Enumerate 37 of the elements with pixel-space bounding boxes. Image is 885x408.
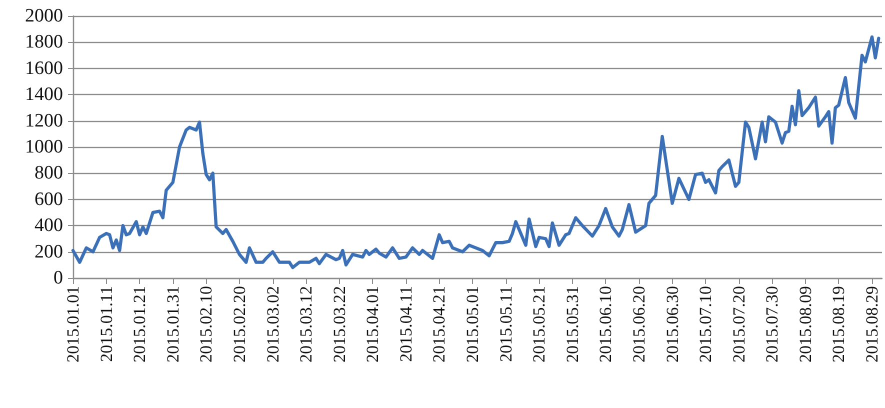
x-tick-label: 2015.07.30 bbox=[762, 286, 782, 362]
y-tick-label: 200 bbox=[34, 241, 63, 262]
x-tick-label: 2015.07.20 bbox=[729, 286, 748, 362]
x-tick-label: 2015.03.02 bbox=[263, 286, 282, 362]
line-series bbox=[71, 35, 880, 270]
y-tick-label: 0 bbox=[54, 268, 63, 288]
y-tick-label: 1200 bbox=[25, 110, 63, 132]
x-tick-label: 2015.01.21 bbox=[130, 286, 150, 362]
x-tick-label: 2015.01.01 bbox=[64, 286, 82, 362]
x-tick-label: 2015.08.29 bbox=[862, 286, 882, 362]
x-tick-label: 2015.05.11 bbox=[496, 286, 516, 362]
x-tick-label: 2015.05.01 bbox=[463, 286, 482, 362]
x-tick-label: 2015.04.21 bbox=[430, 286, 449, 362]
y-tick-label: 400 bbox=[34, 215, 63, 236]
x-tick-label: 2015.04.01 bbox=[363, 286, 382, 362]
y-tick-label: 1000 bbox=[25, 136, 63, 158]
x-tick-label: 2015.06.30 bbox=[662, 286, 682, 362]
x-tick-label: 2015.01.11 bbox=[96, 286, 116, 362]
x-tick-label: 2015.06.20 bbox=[629, 286, 648, 362]
x-tick-label: 2015.02.10 bbox=[196, 286, 216, 362]
x-tick-label: 2015.06.10 bbox=[596, 286, 616, 362]
x-tick-label: 2015.05.21 bbox=[530, 286, 549, 362]
x-tick-label: 2015.05.31 bbox=[562, 286, 582, 362]
x-tick-label: 2015.07.10 bbox=[696, 286, 716, 362]
x-tick-label: 2015.03.12 bbox=[296, 286, 316, 362]
y-tick-label: 1400 bbox=[25, 84, 63, 106]
y-tick-label: 2000 bbox=[25, 6, 63, 26]
x-tick-label: 2015.02.20 bbox=[230, 286, 249, 362]
x-tick-label: 2015.01.31 bbox=[163, 286, 182, 362]
x-tick-label: 2015.03.22 bbox=[330, 286, 349, 362]
x-tick-label: 2015.04.11 bbox=[396, 286, 416, 362]
y-tick-label: 1800 bbox=[25, 32, 63, 53]
x-tick-label: 2015.08.09 bbox=[796, 286, 815, 362]
y-tick-label: 800 bbox=[34, 162, 63, 184]
y-tick-label: 1600 bbox=[25, 58, 63, 79]
y-tick-label: 600 bbox=[34, 188, 63, 210]
x-tick-label: 2015.08.19 bbox=[829, 286, 848, 362]
